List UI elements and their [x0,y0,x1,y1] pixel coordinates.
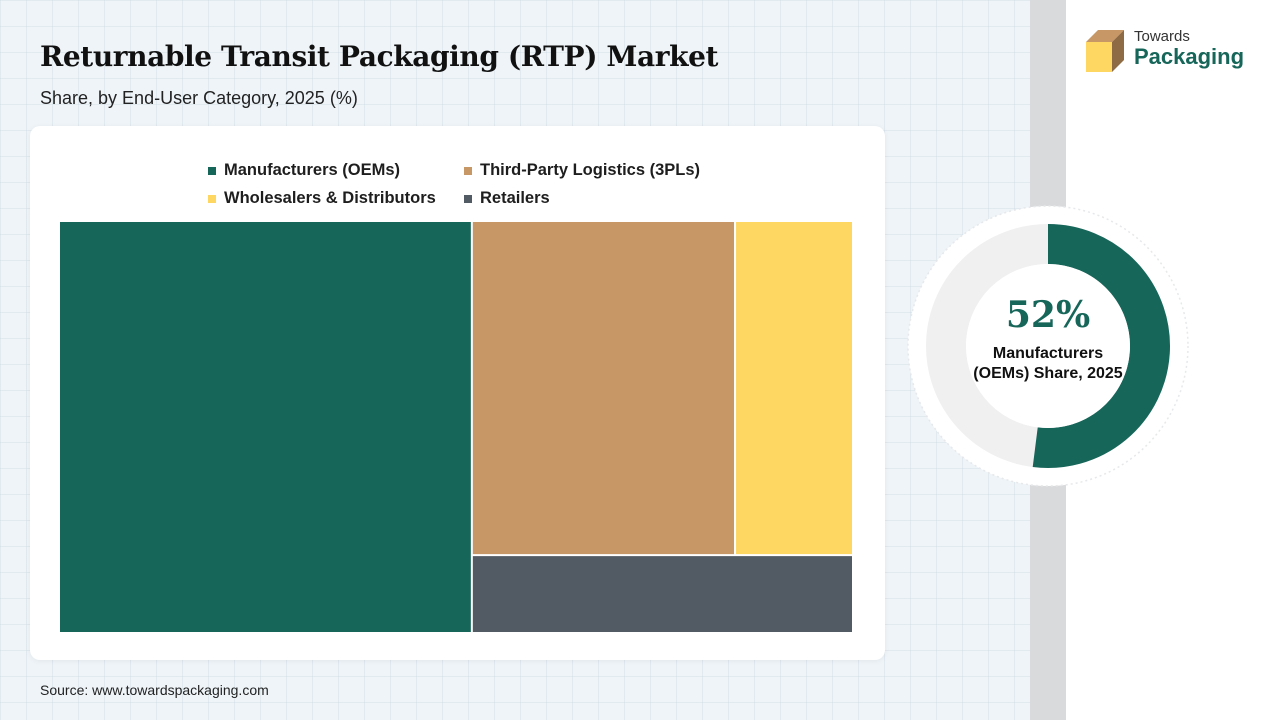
chart-title: Returnable Transit Packaging (RTP) Marke… [40,40,719,73]
donut-inner [966,264,1130,428]
legend-item-wholesalers: Wholesalers & Distributors [208,189,436,208]
logo-text-packaging: Packaging [1134,44,1245,69]
logo-text-towards: Towards [1134,28,1190,45]
legend-item-retailers: Retailers [464,189,550,208]
treemap-cell-manufacturers [60,222,471,632]
donut-value-arc [1032,224,1170,468]
highlight-value: 52% [1005,294,1091,336]
box-icon [1086,30,1124,72]
legend-swatch-manufacturers [208,166,216,175]
legend-swatch-wholesalers [208,194,216,203]
source-note: Source: www.towardspackaging.com [40,682,269,698]
legend-swatch-3pl [464,166,472,175]
legend-label-retailers: Retailers [480,189,550,207]
legend-item-3pl: Third-Party Logistics (3PLs) [464,161,700,180]
legend-label-3pl: Third-Party Logistics (3PLs) [480,161,701,179]
donut-center: 52% Manufacturers (OEMs) Share, 2025 [906,204,1190,488]
highlight-label: Manufacturers (OEMs) Share, 2025 [973,345,1123,382]
legend-item-manufacturers: Manufacturers (OEMs) [208,161,400,180]
chart-card: Manufacturers (OEMs) Third-Party Logisti… [30,126,885,660]
treemap-chart [60,222,852,632]
highlight-donut: 52% Manufacturers (OEMs) Share, 2025 [906,204,1190,488]
donut-chart [907,205,1189,487]
treemap-cell-wholesalers [736,222,852,555]
legend-swatch-retailers [464,194,472,203]
chart-subtitle: Share, by End-User Category, 2025 (%) [40,88,358,108]
treemap-cell-retailers [472,556,852,632]
brand-logo: Towards Packaging [1082,28,1252,78]
legend-label-manufacturers: Manufacturers (OEMs) [224,161,401,179]
treemap-cell-3pl [472,222,735,555]
legend-label-wholesalers: Wholesalers & Distributors [224,189,436,207]
